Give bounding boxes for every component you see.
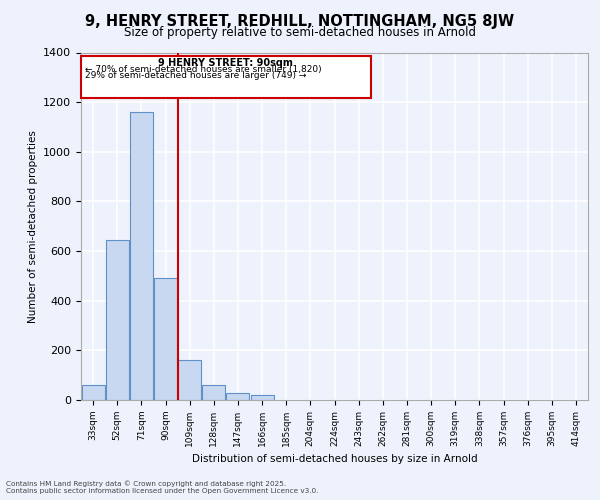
Bar: [226, 392, 250, 400]
Bar: [251, 395, 274, 400]
Bar: [178, 360, 201, 400]
Text: 9, HENRY STREET, REDHILL, NOTTINGHAM, NG5 8JW: 9, HENRY STREET, REDHILL, NOTTINGHAM, NG…: [85, 14, 515, 29]
Text: 29% of semi-detached houses are larger (749) →: 29% of semi-detached houses are larger (…: [85, 70, 306, 80]
Y-axis label: Number of semi-detached properties: Number of semi-detached properties: [28, 130, 38, 322]
Bar: [106, 240, 128, 400]
Bar: [130, 112, 153, 400]
Bar: [202, 385, 225, 400]
Text: 9 HENRY STREET: 90sqm: 9 HENRY STREET: 90sqm: [158, 58, 293, 68]
Bar: [154, 278, 177, 400]
FancyBboxPatch shape: [81, 56, 371, 98]
Text: Contains HM Land Registry data © Crown copyright and database right 2025.
Contai: Contains HM Land Registry data © Crown c…: [6, 480, 319, 494]
Bar: [82, 385, 104, 400]
Text: Size of property relative to semi-detached houses in Arnold: Size of property relative to semi-detach…: [124, 26, 476, 39]
Text: ← 70% of semi-detached houses are smaller (1,820): ← 70% of semi-detached houses are smalle…: [85, 65, 321, 74]
X-axis label: Distribution of semi-detached houses by size in Arnold: Distribution of semi-detached houses by …: [191, 454, 478, 464]
